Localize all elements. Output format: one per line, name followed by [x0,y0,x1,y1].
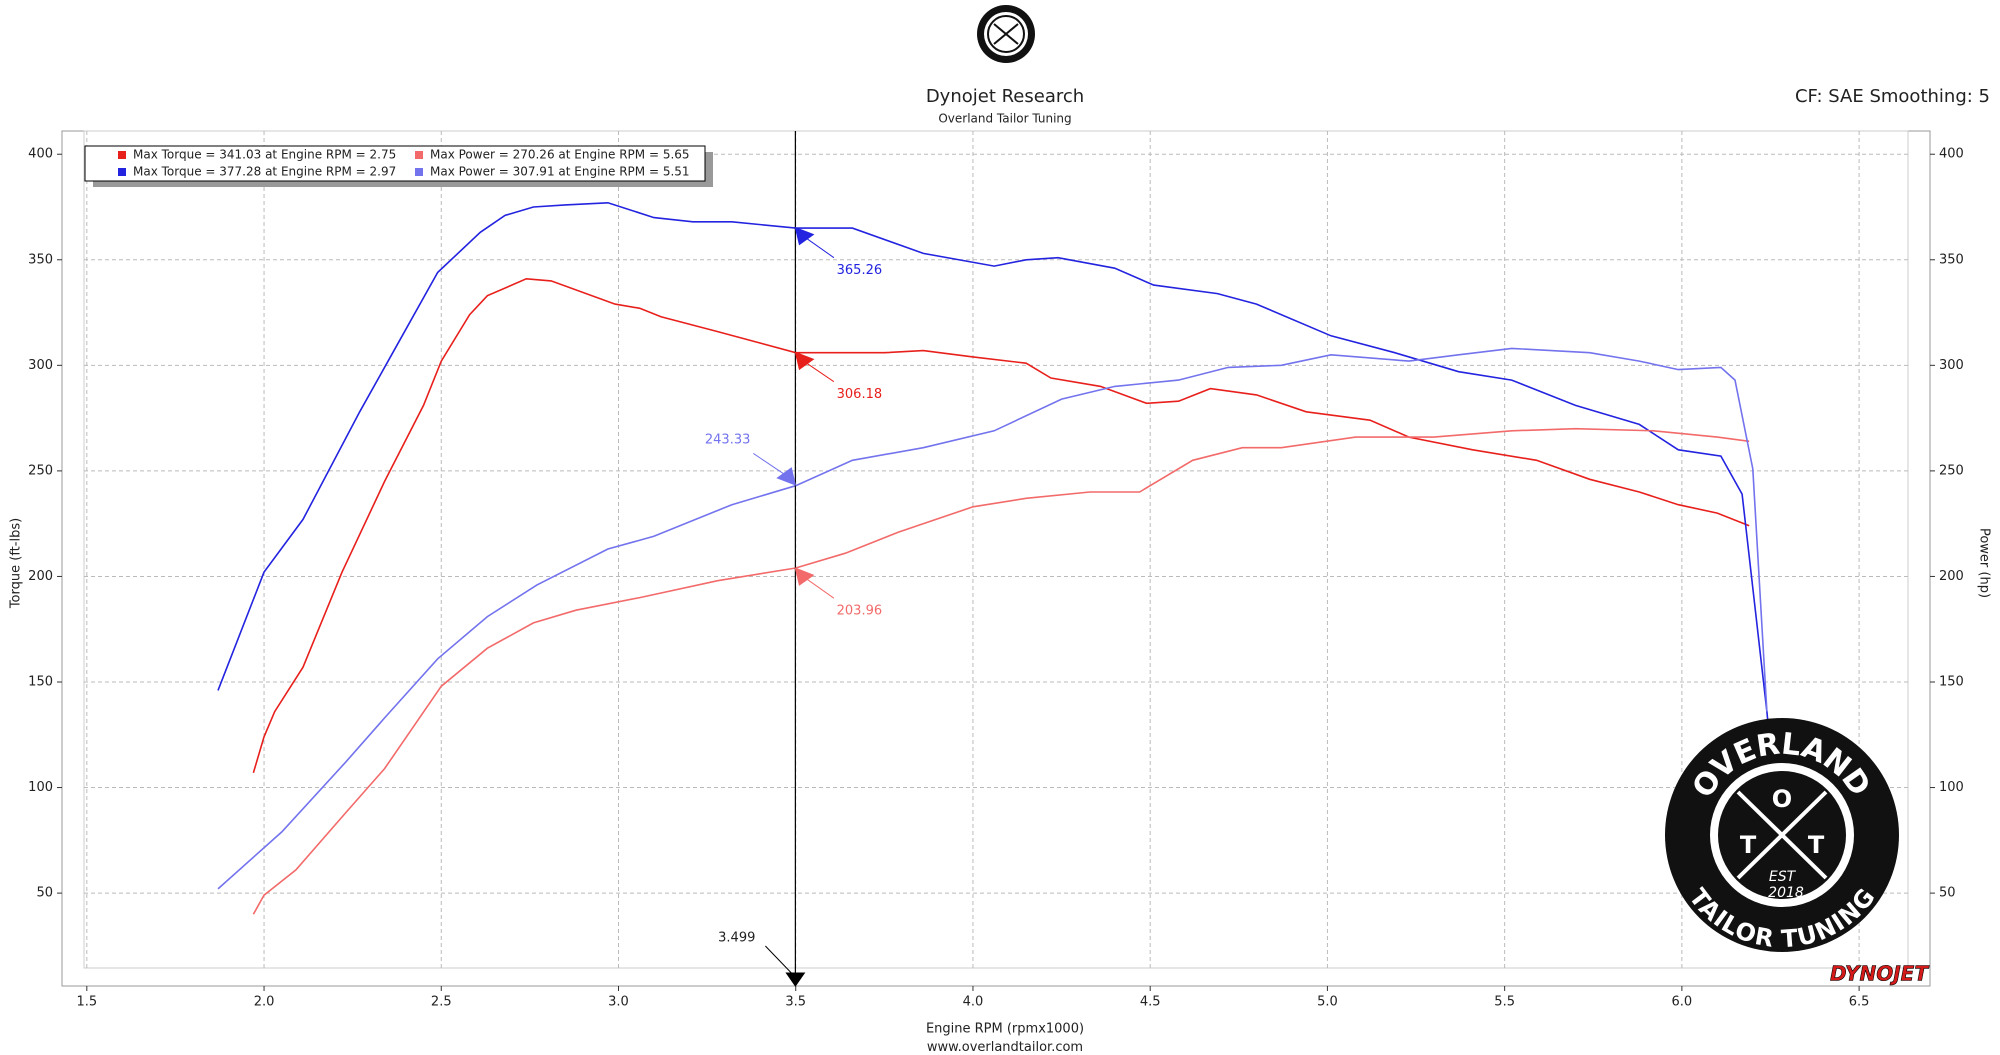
y2-tick-label: 250 [1939,463,1964,478]
cursor-arrow [765,945,806,987]
brand: DYNOJET [1830,962,1929,986]
logo-letter: O [1772,785,1792,813]
top-logo [977,5,1035,63]
x-tick-label: 3.0 [608,995,629,1010]
readout-arrow [794,226,835,259]
readout-label: 306.18 [837,387,883,402]
y-tick-label: 100 [28,780,53,795]
x-tick-label: 3.5 [785,995,806,1010]
logo-letter: T [1740,831,1757,859]
readout-arrow [794,351,835,383]
series-line [252,427,1750,915]
readout-label: 243.33 [705,432,751,447]
readout-label: 365.26 [837,263,883,278]
y2-axis-label: Power (hp) [1977,528,1992,598]
legend-swatch [118,168,126,176]
footer: www.overlandtailor.com [927,1040,1083,1055]
y2-tick-label: 150 [1939,675,1964,690]
series-line [252,277,1750,774]
legend-swatch [415,168,423,176]
x-tick-label: 1.5 [76,995,97,1010]
logo-year: 2018 [1768,885,1804,901]
y-tick-label: 400 [28,147,53,162]
y-tick-label: 350 [28,252,53,267]
chart-subtitle: Overland Tailor Tuning [938,112,1071,126]
y-tick-label: 200 [28,569,53,584]
settings-text: CF: SAE Smoothing: 5 [1795,86,1990,107]
legend-swatch [415,151,423,159]
y2-tick-label: 50 [1939,886,1956,901]
readout-arrow [753,453,797,486]
legend: Max Torque = 341.03 at Engine RPM = 2.75… [84,145,713,187]
x-tick-label: 6.0 [1672,995,1693,1010]
x-tick-label: 2.0 [254,995,275,1010]
chart-title: Dynojet Research [926,86,1084,107]
y-tick-label: 50 [36,886,53,901]
logo-cross [1736,790,1828,880]
plot-frame [61,130,1931,987]
y-tick-label: 150 [28,675,53,690]
y2-tick-label: 100 [1939,780,1964,795]
x-axis-label: Engine RPM (rpmx1000) [926,1022,1084,1037]
y2-tick-label: 200 [1939,569,1964,584]
series-line [217,201,1772,750]
y2-tick-label: 300 [1939,358,1964,373]
x-tick-label: 6.5 [1849,995,1870,1010]
y-axis-label: Torque (ft-lbs) [9,518,24,609]
legend-label: Max Torque = 377.28 at Engine RPM = 2.97 [133,165,396,179]
logo-est: EST [1769,869,1797,885]
x-tick-label: 4.5 [1140,995,1161,1010]
legend-label: Max Torque = 341.03 at Engine RPM = 2.75 [133,148,396,162]
y2-tick-label: 400 [1939,147,1964,162]
cursor-label: 3.499 [718,931,755,946]
x-tick-label: 5.0 [1317,995,1338,1010]
legend-box [84,145,706,182]
y-tick-label: 300 [28,358,53,373]
logo-letter: T [1808,831,1825,859]
readout-arrow [794,567,835,599]
plot-inner [83,130,1909,969]
readout-label: 203.96 [837,604,883,619]
x-tick-label: 2.5 [431,995,452,1010]
x-tick-label: 5.5 [1494,995,1515,1010]
legend-swatch [118,151,126,159]
y-tick-label: 250 [28,463,53,478]
series-line [217,347,1768,890]
legend-label: Max Power = 307.91 at Engine RPM = 5.51 [430,165,690,179]
legend-label: Max Power = 270.26 at Engine RPM = 5.65 [430,148,690,162]
y2-tick-label: 350 [1939,252,1964,267]
x-tick-label: 4.0 [963,995,984,1010]
